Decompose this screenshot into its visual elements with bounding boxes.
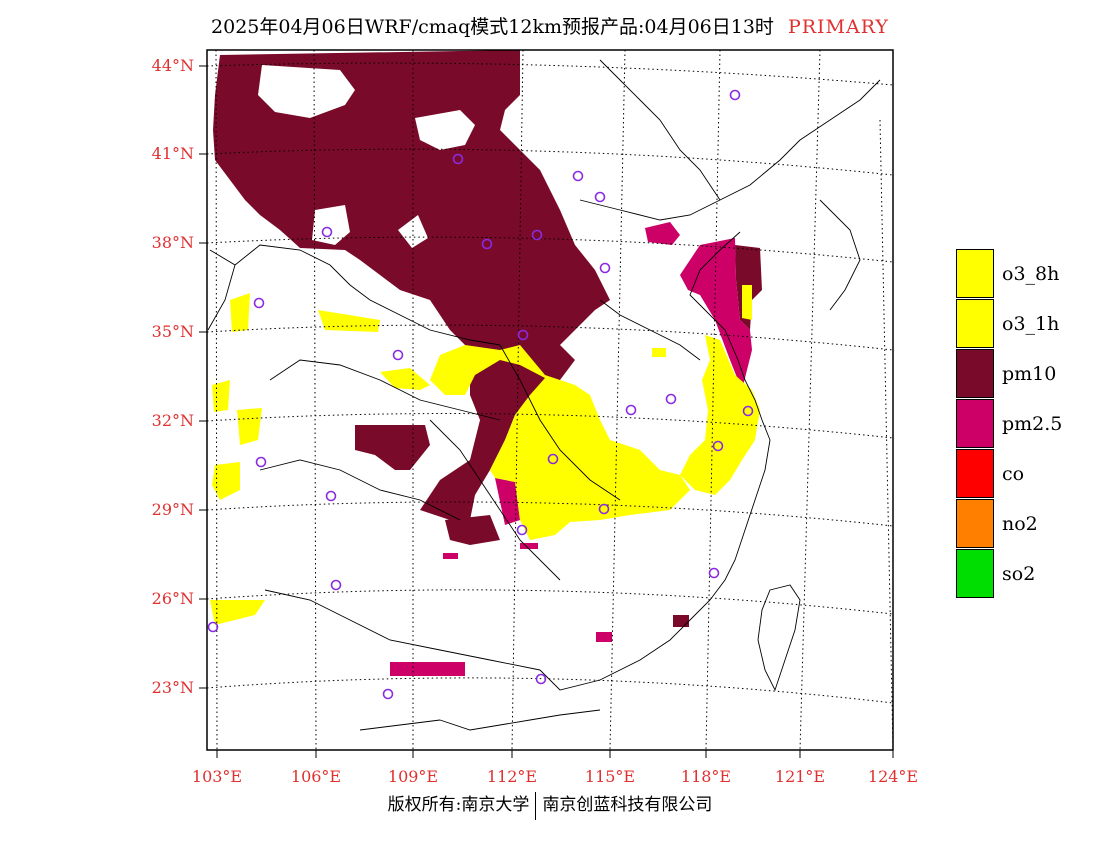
legend-swatch (956, 399, 994, 448)
lat-label: 23°N (152, 678, 194, 697)
legend-swatch (956, 549, 994, 598)
longitude-labels: 103°E 106°E 109°E 112°E 115°E 118°E 121°… (192, 767, 918, 786)
boundaries (207, 59, 881, 731)
lat-label: 29°N (152, 500, 194, 519)
lon-label: 118°E (681, 767, 731, 786)
lat-label: 26°N (152, 589, 194, 608)
copyright-owner: 版权所有:南京大学 (387, 795, 530, 815)
lat-label: 32°N (152, 411, 194, 430)
legend-item: so2 (956, 549, 1096, 599)
lon-label: 109°E (388, 767, 438, 786)
pm10-gaps (258, 65, 560, 248)
legend-item: o3_1h (956, 299, 1096, 349)
lon-label: 103°E (192, 767, 242, 786)
legend-swatch (956, 449, 994, 498)
copyright-footer: 版权所有:南京大学 南京创蓝科技有限公司 (0, 790, 1100, 820)
legend-swatch (956, 349, 994, 398)
legend-label: so2 (1002, 563, 1036, 585)
latitude-labels: 44°N 41°N 38°N 35°N 32°N 29°N 26°N 23°N (152, 56, 194, 697)
legend-item: pm2.5 (956, 399, 1096, 449)
legend-item: no2 (956, 499, 1096, 549)
map-content (207, 50, 893, 750)
legend-item: o3_8h (956, 249, 1096, 299)
legend-label: co (1002, 463, 1025, 485)
lon-label: 106°E (291, 767, 341, 786)
legend-label: pm2.5 (1002, 413, 1063, 435)
footer-separator (535, 791, 537, 820)
legend-swatch (956, 249, 994, 298)
station-markers (207, 89, 754, 700)
o3-region (210, 285, 760, 625)
lon-label: 112°E (487, 767, 537, 786)
map-title: 2025年04月06日WRF/cmaq模式12km预报产品:04月06日13时 P… (0, 12, 1100, 39)
map-frame (206, 49, 894, 751)
lat-label: 41°N (152, 144, 194, 163)
primary-tag: PRIMARY (787, 16, 889, 38)
lat-label: 44°N (152, 56, 194, 75)
legend-item: co (956, 449, 1096, 499)
title-text: 2025年04月06日WRF/cmaq模式12km预报产品:04月06日13时 (211, 16, 774, 38)
legend-label: no2 (1002, 513, 1038, 535)
lon-label: 124°E (868, 767, 918, 786)
legend-swatch (956, 299, 994, 348)
legend-label: o3_8h (1002, 263, 1060, 285)
pm10-region (213, 50, 762, 627)
legend-swatch (956, 499, 994, 548)
legend-label: o3_1h (1002, 313, 1060, 335)
lon-label: 115°E (585, 767, 635, 786)
tick-marks (199, 65, 894, 758)
lat-label: 38°N (152, 233, 194, 252)
lat-label: 35°N (152, 322, 194, 341)
legend-label: pm10 (1002, 363, 1057, 385)
legend-item: pm10 (956, 349, 1096, 399)
copyright-company: 南京创蓝科技有限公司 (542, 795, 713, 815)
lon-label: 121°E (775, 767, 825, 786)
